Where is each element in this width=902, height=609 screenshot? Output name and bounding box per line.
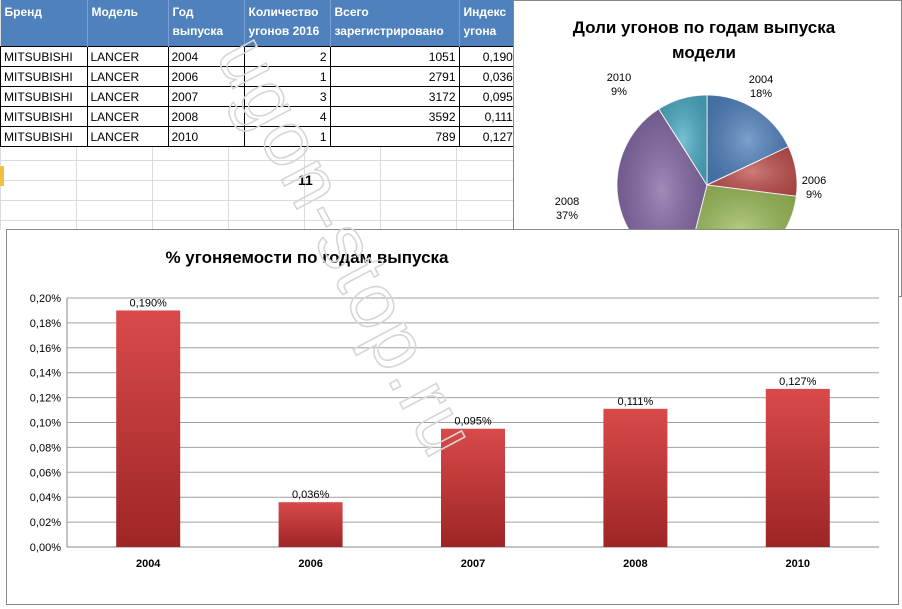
pie-slice-shading bbox=[707, 146, 797, 197]
x-category-label: 2004 bbox=[136, 558, 161, 570]
table-cell-brand[interactable]: MITSUBISHI bbox=[0, 126, 88, 147]
y-tick-label: 0,08% bbox=[30, 442, 61, 454]
y-tick-label: 0,12% bbox=[30, 393, 61, 405]
table-cell-year[interactable]: 2006 bbox=[167, 66, 245, 87]
y-tick-label: 0,02% bbox=[30, 517, 61, 529]
table-cell-year[interactable]: 2007 bbox=[167, 86, 245, 107]
bar-chart: % угоняемости по годам выпуска 0,00% 0,02… bbox=[30, 248, 879, 570]
x-category-label: 2007 bbox=[461, 558, 485, 570]
pie-label-year: 2008 bbox=[555, 196, 579, 208]
bar-2006 bbox=[278, 502, 343, 547]
y-tick-label: 0,20% bbox=[30, 293, 61, 305]
table-cell-model[interactable]: LANCER bbox=[86, 66, 169, 87]
header-row: Бренд Модель Год выпуска Количество угонов… bbox=[0, 0, 528, 47]
table-cell-index[interactable]: 0,127% bbox=[458, 126, 528, 147]
y-tick-label: 0,00% bbox=[30, 542, 61, 554]
data-table: Бренд Модель Год выпуска Количество угонов… bbox=[0, 0, 528, 147]
table-cell-registered[interactable]: 1051 bbox=[329, 46, 460, 67]
header-cell-thefts[interactable]: Количество угонов 2016 bbox=[244, 0, 331, 47]
bar-chart-panel[interactable]: % угоняемости по годам выпуска 0,00% 0,02… bbox=[6, 229, 899, 605]
y-tick-label: 0,10% bbox=[30, 418, 61, 430]
y-tick-label: 0,16% bbox=[30, 343, 61, 355]
pie-chart-title-line-1: Доли угонов по годам выпуска bbox=[573, 18, 836, 37]
table-row: MITSUBISHI LANCER 2007 3 3172 0,095% bbox=[0, 86, 528, 107]
table-cell-year[interactable]: 2008 bbox=[167, 106, 245, 127]
bar-2004 bbox=[116, 310, 181, 547]
pie-label-percent: 18% bbox=[750, 88, 772, 100]
y-tick-label: 0,04% bbox=[30, 492, 61, 504]
header-cell-registered[interactable]: Всего зарегистрировано bbox=[330, 0, 460, 47]
table-row: MITSUBISHI LANCER 2010 1 789 0,127% bbox=[0, 126, 528, 147]
table-row: MITSUBISHI LANCER 2008 4 3592 0,111% bbox=[0, 106, 528, 127]
pie-label-percent: 9% bbox=[611, 86, 627, 98]
y-tick-label: 0,06% bbox=[30, 467, 61, 479]
table-cell-thefts[interactable]: 3 bbox=[243, 86, 331, 107]
pie-label-percent: 37% bbox=[556, 210, 578, 222]
table-cell-model[interactable]: LANCER bbox=[86, 126, 169, 147]
pie-slice-shading bbox=[707, 95, 789, 185]
table-cell-model[interactable]: LANCER bbox=[86, 106, 169, 127]
table-cell-brand[interactable]: MITSUBISHI bbox=[0, 66, 88, 87]
table-cell-year[interactable]: 2010 bbox=[167, 126, 245, 147]
table-cell-registered[interactable]: 789 bbox=[329, 126, 460, 147]
selected-cell-marker bbox=[0, 166, 4, 186]
table-cell-thefts[interactable]: 2 bbox=[243, 46, 331, 67]
bar-value-label: 0,127% bbox=[779, 376, 817, 388]
table-cell-registered[interactable]: 3592 bbox=[329, 106, 460, 127]
table-cell-year[interactable]: 2004 bbox=[167, 46, 245, 67]
x-category-label: 2010 bbox=[786, 558, 810, 570]
total-thefts-cell[interactable]: 11 bbox=[298, 172, 313, 188]
bar-value-label: 0,095% bbox=[454, 416, 492, 428]
x-category-label: 2008 bbox=[623, 558, 647, 570]
bar-chart-title: % угоняемости по годам выпуска bbox=[165, 248, 449, 267]
table-cell-brand[interactable]: MITSUBISHI bbox=[0, 46, 88, 67]
y-tick-label: 0,18% bbox=[30, 318, 61, 330]
table-cell-registered[interactable]: 2791 bbox=[329, 66, 460, 87]
pie-chart-title-line-2: модели bbox=[672, 43, 736, 62]
table-cell-index[interactable]: 0,095% bbox=[458, 86, 528, 107]
table-cell-model[interactable]: LANCER bbox=[86, 46, 169, 67]
pie-label-year: 2006 bbox=[802, 175, 826, 187]
pie-label-year: 2004 bbox=[749, 74, 773, 86]
table-cell-thefts[interactable]: 1 bbox=[243, 126, 331, 147]
table-cell-brand[interactable]: MITSUBISHI bbox=[0, 86, 88, 107]
bar-2008 bbox=[603, 408, 668, 547]
header-cell-year[interactable]: Год выпуска bbox=[168, 0, 245, 47]
x-category-label: 2006 bbox=[298, 558, 322, 570]
bar-2007 bbox=[441, 428, 505, 547]
pie-label-percent: 9% bbox=[806, 189, 822, 201]
header-cell-brand[interactable]: Бренд bbox=[0, 0, 88, 47]
pie-label-year: 2010 bbox=[607, 72, 631, 84]
y-tick-label: 0,14% bbox=[30, 368, 61, 380]
pie-slice-shading bbox=[658, 95, 707, 185]
bar-value-label: 0,190% bbox=[130, 297, 168, 309]
header-cell-model[interactable]: Модель bbox=[87, 0, 169, 47]
bar-value-label: 0,036% bbox=[292, 489, 330, 501]
table-cell-registered[interactable]: 3172 bbox=[329, 86, 460, 107]
table-cell-thefts[interactable]: 4 bbox=[243, 106, 331, 127]
table-cell-model[interactable]: LANCER bbox=[86, 86, 169, 107]
table-row: MITSUBISHI LANCER 2006 1 2791 0,036% bbox=[0, 66, 528, 87]
table-cell-thefts[interactable]: 1 bbox=[243, 66, 331, 87]
table-cell-brand[interactable]: MITSUBISHI bbox=[0, 106, 88, 127]
table-row: MITSUBISHI LANCER 2004 2 1051 0,190% bbox=[0, 46, 528, 67]
bar-2010 bbox=[765, 388, 830, 547]
bar-value-label: 0,111% bbox=[618, 396, 654, 408]
